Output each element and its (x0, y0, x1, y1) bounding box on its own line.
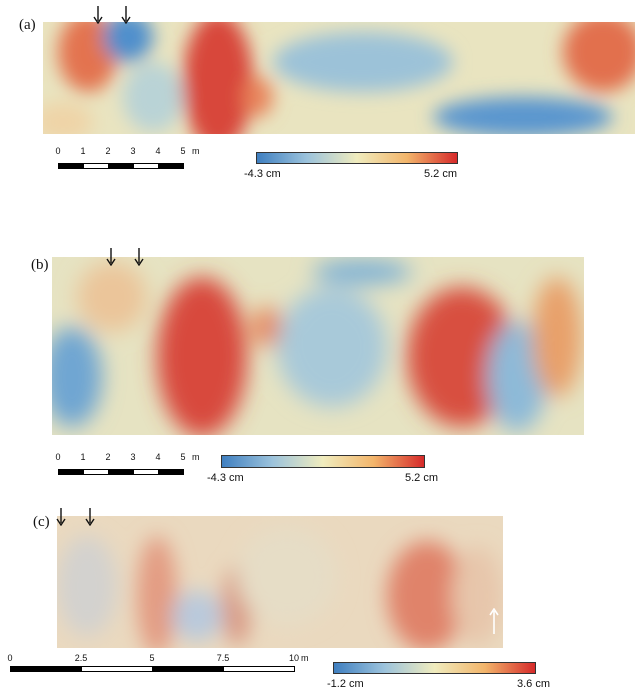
colorbar-b: -4.3 cm 5.2 cm (207, 455, 438, 485)
elevation-map-a (43, 22, 635, 134)
elevation-map-b (52, 257, 584, 435)
down-arrow-icon (92, 6, 104, 29)
down-arrow-icon (120, 6, 132, 29)
scale-segment (58, 163, 84, 169)
scale-tick-label: 2 (105, 452, 111, 462)
colorbar-gradient (256, 152, 458, 164)
scale-segment (152, 666, 224, 672)
elevation-map-c (57, 516, 503, 648)
colorbar-max-label: 5.2 cm (424, 168, 458, 180)
scale-tick-label: 5 (180, 452, 186, 462)
scale-segment (10, 666, 82, 672)
scale-tick-label: 3 (130, 452, 136, 462)
scale-segment (158, 163, 184, 169)
scale-tick-label: 0 (55, 452, 61, 462)
colorbar-max-label: 5.2 cm (405, 472, 439, 484)
scale-tick-label: 5 (180, 146, 186, 156)
scale-bar-b: 0 1 2 3 4 5 m (55, 452, 200, 482)
scale-unit-label: m (192, 452, 200, 462)
scale-tick-label: 1 (80, 452, 86, 462)
panel-label-c: (c) (33, 514, 50, 530)
down-arrow-icon (55, 508, 67, 531)
scale-tick-label: 4 (155, 146, 161, 156)
panel-label-b: (b) (31, 257, 49, 273)
scale-tick-label: 7.5 (216, 653, 230, 663)
scale-segment (83, 469, 109, 475)
scale-tick-label: 0 (7, 653, 13, 663)
scale-segment (108, 469, 134, 475)
scale-segment (223, 666, 295, 672)
colorbar-min-label: -4.3 cm (244, 168, 281, 180)
colorbar-a: -4.3 cm 5.2 cm (244, 152, 461, 182)
scale-segment (133, 469, 159, 475)
scale-tick-label: 5 (149, 653, 155, 663)
colorbar-max-label: 3.6 cm (517, 678, 551, 690)
scale-bar-c: 0 2.5 5 7.5 10 m (7, 653, 310, 683)
scale-segment (83, 163, 109, 169)
scale-segment (108, 163, 134, 169)
scale-bar-a: 0 1 2 3 4 5 m (55, 146, 200, 176)
scale-segment (133, 163, 159, 169)
colorbar-gradient (333, 662, 536, 674)
down-arrow-icon (133, 248, 145, 271)
scale-segment (58, 469, 84, 475)
colorbar-min-label: -4.3 cm (207, 472, 244, 484)
down-arrow-icon (84, 508, 96, 531)
scale-tick-label: 0 (55, 146, 61, 156)
scale-segment (158, 469, 184, 475)
scale-tick-label: 4 (155, 452, 161, 462)
up-arrow-icon (488, 607, 500, 639)
scale-unit-label: m (192, 146, 200, 156)
scale-tick-label: 3 (130, 146, 136, 156)
colorbar-c: -1.2 cm 3.6 cm (327, 662, 550, 692)
scale-segment (81, 666, 153, 672)
scale-tick-label: 2.5 (74, 653, 88, 663)
scale-tick-label: 10 (288, 653, 300, 663)
panel-label-a: (a) (19, 17, 36, 33)
scale-tick-label: 1 (80, 146, 86, 156)
colorbar-min-label: -1.2 cm (327, 678, 364, 690)
scale-unit-label: m (301, 653, 309, 663)
down-arrow-icon (105, 248, 117, 271)
scale-tick-label: 2 (105, 146, 111, 156)
colorbar-gradient (221, 455, 425, 468)
